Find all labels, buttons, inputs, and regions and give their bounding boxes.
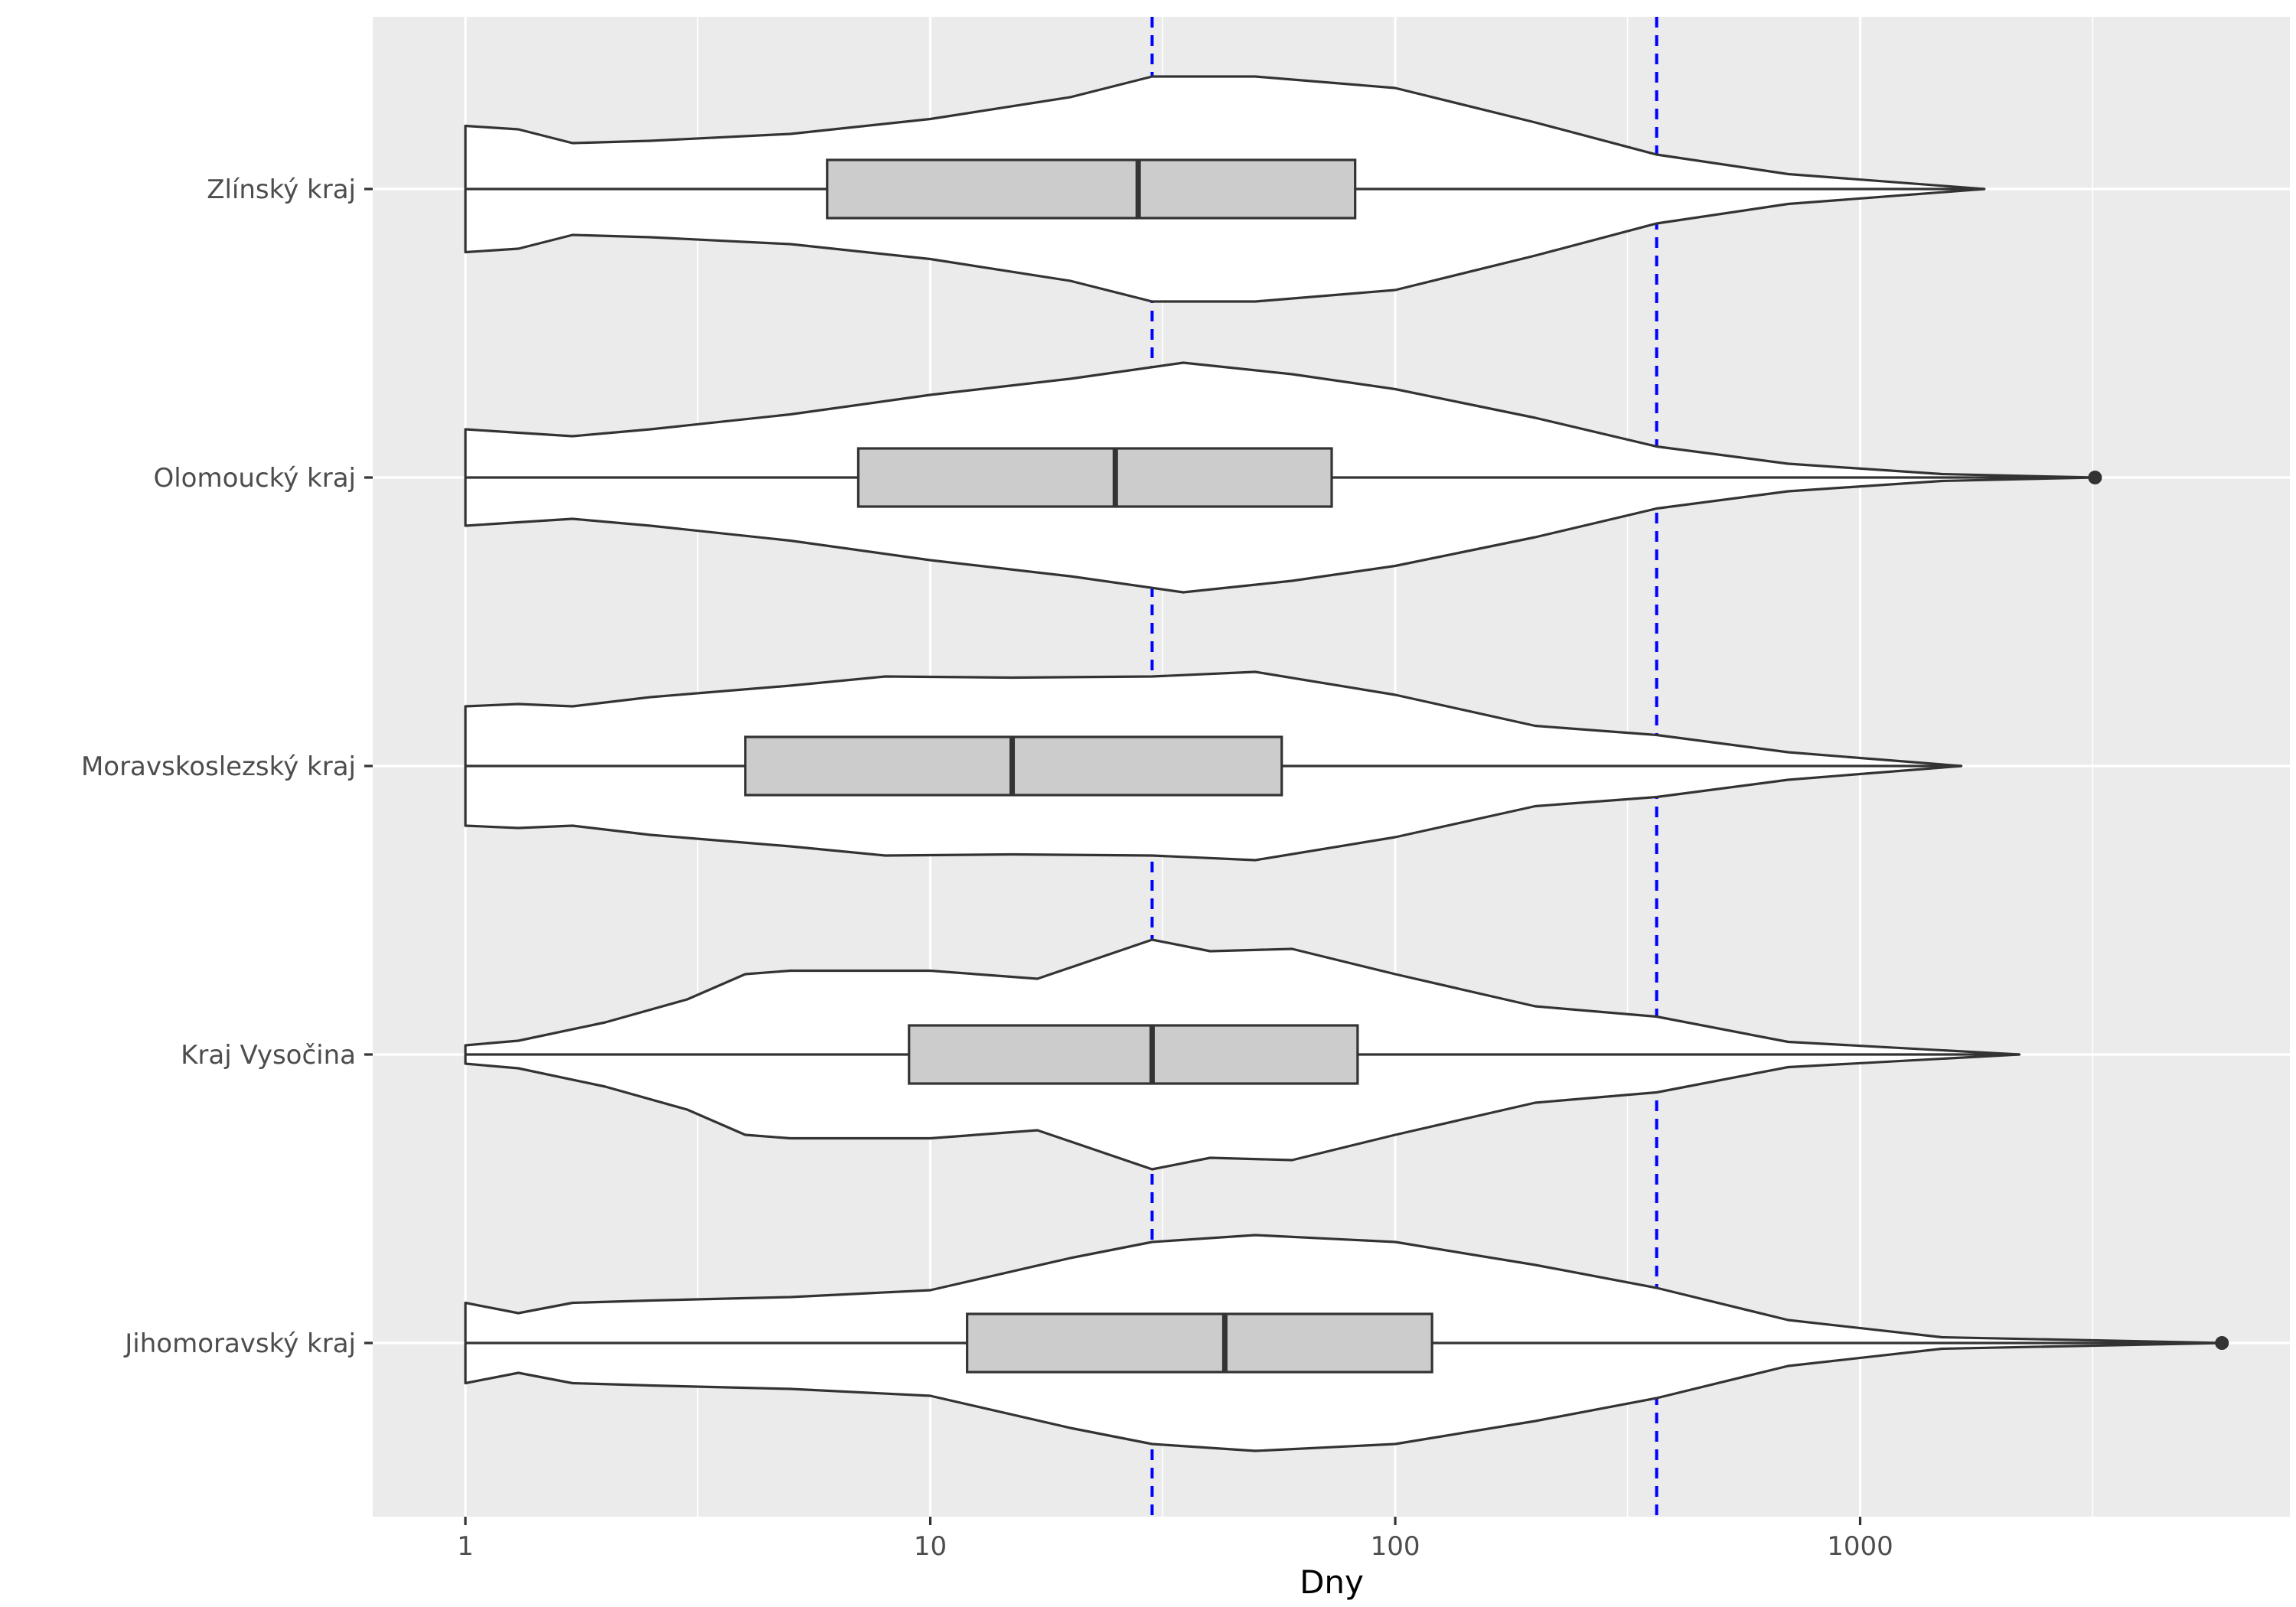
- x-tick-label: 1000: [1827, 1531, 1893, 1562]
- y-tick-label: Jihomoravský kraj: [123, 1328, 356, 1359]
- y-tick-label: Kraj Vysočina: [181, 1040, 356, 1071]
- box: [826, 158, 1357, 220]
- y-tick-label: Moravskoslezský kraj: [81, 751, 356, 782]
- y-tick-label: Olomoucký kraj: [153, 463, 356, 494]
- y-tick-label: Zlínský kraj: [207, 174, 356, 205]
- violin-group: [464, 75, 1986, 303]
- x-tick-label: 100: [1371, 1531, 1420, 1562]
- violins: [464, 75, 2229, 1452]
- outlier-point: [2215, 1336, 2229, 1350]
- x-tick-label: 10: [914, 1531, 947, 1562]
- violin-group: [464, 361, 2102, 594]
- axis-ticks: 1 10 100 1000 Zlínský kraj Olomoucký kraj Mora…: [81, 174, 1893, 1562]
- violin-group: [464, 670, 1963, 862]
- box: [966, 1312, 1433, 1374]
- violin-group: [464, 1234, 2229, 1452]
- x-tick-label: 1: [457, 1531, 474, 1562]
- box: [856, 447, 1333, 508]
- outlier-point: [2088, 471, 2102, 484]
- x-axis-title: Dny: [1300, 1563, 1364, 1601]
- violin-group: [464, 938, 2021, 1171]
- box: [908, 1024, 1359, 1085]
